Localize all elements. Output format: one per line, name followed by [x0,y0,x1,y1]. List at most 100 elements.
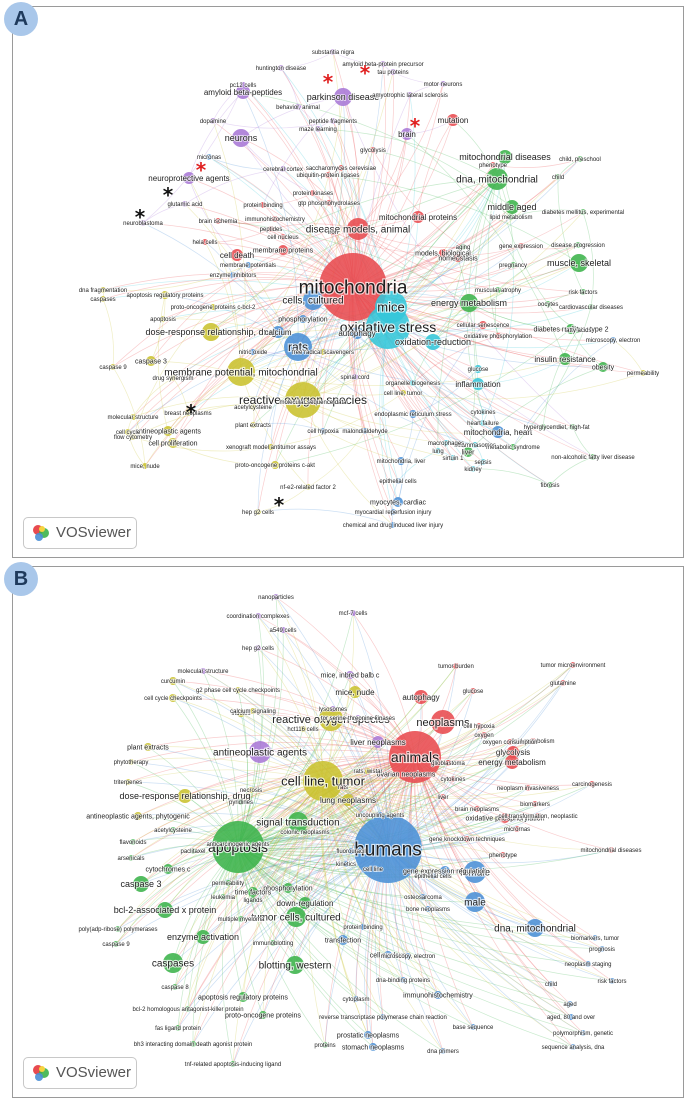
node-immunohistochemistry[interactable] [434,991,442,999]
node-phenotype[interactable] [500,852,506,858]
node-triterpenes[interactable] [125,779,131,785]
node-dose-response-relationship-drug[interactable] [178,789,192,803]
node-risk-factors[interactable] [580,289,586,295]
node-non-alcoholic-fatty-liver-disease[interactable] [590,454,596,460]
node-tumor-burden[interactable] [453,663,459,669]
node-liver[interactable] [440,794,446,800]
node-cell-death[interactable] [231,249,243,261]
node-acetylcysteine[interactable] [250,404,256,410]
node-calcium[interactable] [272,326,284,338]
node-aging[interactable] [460,244,466,250]
node-protein-kinases[interactable] [310,190,316,196]
node-signal-transduction[interactable] [288,812,308,832]
node-dna-fragmentation[interactable] [100,287,106,293]
node-cytokines[interactable] [450,776,456,782]
node-amyloid-beta-peptides[interactable] [236,85,250,99]
node-mice-inbred-balb-c[interactable] [346,671,354,679]
node-diet-high-fat[interactable] [570,424,576,430]
node-cytoplasm[interactable] [353,996,359,1002]
node-muscle-skeletal[interactable] [570,254,588,272]
node-gene-expression[interactable] [518,243,524,249]
node-micrornas[interactable] [514,826,520,832]
node-ubiquitin-protein-ligases[interactable] [325,172,331,178]
node-base-sequence[interactable] [470,1024,476,1030]
node-cell-line-tumor[interactable] [303,761,343,801]
node-bcl-2-associated-x-protein[interactable] [157,902,173,918]
node-molecular-sequence-data[interactable] [310,399,316,405]
node-tumor-microenvironment[interactable] [570,662,576,668]
node-metabolic-syndrome[interactable] [510,444,516,450]
node-dose-response-relationship-drug[interactable] [202,323,220,341]
node-oocytes[interactable] [545,301,551,307]
node-glioblastoma[interactable] [445,760,451,766]
node-cellular-senescence[interactable] [479,321,487,329]
node-huntington-disease[interactable] [278,65,284,71]
node-breast-neoplasms[interactable] [185,410,191,416]
node-amyotrophic-lateral-sclerosis[interactable] [407,92,413,98]
node-middle-aged[interactable] [505,200,519,214]
node-mitochondrial-diseases[interactable] [608,847,614,853]
node-hep-g2-cells[interactable] [255,645,261,651]
node-endoplasmic-reticulum-stress[interactable] [409,410,417,418]
node-disease-models-animal[interactable] [347,218,369,240]
node-tor-serine-threonine-kinases[interactable] [355,715,361,721]
node-mitochondria-liver[interactable] [397,457,405,465]
node-glucose[interactable] [470,688,476,694]
node-brain-ischemia[interactable] [215,218,221,224]
node-fatty-acids[interactable] [575,327,581,333]
node-lipid-metabolism[interactable] [530,738,536,744]
node-mitochondrial-proteins[interactable] [412,211,424,223]
node-tnf-related-apoptosis-inducing-ligand[interactable] [230,1061,236,1067]
node-osteosarcoma[interactable] [420,894,426,900]
node-bh3-interacting-domain-death-agonist-protein[interactable] [190,1041,196,1047]
node-caspase-3[interactable] [133,876,149,892]
node-down-regulation[interactable] [299,897,311,909]
node-oxidative-phosphorylation[interactable] [500,813,510,823]
node-neuroblastoma[interactable] [140,220,146,226]
node-gtp-phosphohydrolases[interactable] [326,200,332,206]
node-glycolysis[interactable] [370,147,376,153]
node-cells-cultured[interactable] [303,290,323,310]
node-fibrosis[interactable] [547,482,553,488]
node-neurons[interactable] [232,129,250,147]
node-energy-metabolism[interactable] [460,294,478,312]
node-permeability[interactable] [225,880,231,886]
node-membrane-potential-mitochondrial[interactable] [227,358,255,386]
node-g2-phase-cell-cycle-checkpoints[interactable] [235,687,241,693]
node-nf-e2-related-factor-2[interactable] [305,484,311,490]
node-uncoupling-agents[interactable] [377,812,383,818]
node-ligands[interactable] [250,897,256,903]
node-molecular-structure[interactable] [130,414,136,420]
node-lung-neoplasms[interactable] [342,794,354,806]
node-oxygen[interactable] [481,732,487,738]
node-acetylcysteine[interactable] [170,827,176,833]
node-pyridines[interactable] [238,799,244,805]
node-antineoplastic-agents[interactable] [163,426,173,436]
node-mutation[interactable] [447,114,459,126]
node-child-preschool[interactable] [577,156,583,162]
node-flow-cytometry[interactable] [130,434,136,440]
node-coordination-complexes[interactable] [255,613,261,619]
node-behavior-animal[interactable] [295,104,301,110]
node-transfection[interactable] [338,935,348,945]
node-multiple-myeloma[interactable] [238,916,244,922]
node-mcf-7-cells[interactable] [350,610,356,616]
node-a549-cells[interactable] [280,627,286,633]
node-pregnancy[interactable] [510,262,516,268]
node-microscopy-electron[interactable] [610,337,616,343]
node-phytotherapy[interactable] [128,759,134,765]
node-cell-hypoxia[interactable] [320,428,326,434]
node-amyloid-beta-protein-precursor[interactable] [380,61,386,67]
node-dna-mitochondrial[interactable] [526,919,544,937]
node-blotting-western[interactable] [286,956,304,974]
node-male[interactable] [465,892,485,912]
node-glucose[interactable] [474,365,482,373]
node-inflammation[interactable] [472,378,484,390]
node-polymorphism-genetic[interactable] [580,1030,586,1036]
node-autophagy[interactable] [414,690,428,704]
node-phenotype[interactable] [490,162,496,168]
node-reactive-oxygen-species[interactable] [319,707,343,731]
node-proteins[interactable] [322,1042,328,1048]
node-reactive-oxygen-species[interactable] [285,382,321,418]
node-dna-primers[interactable] [440,1048,446,1054]
